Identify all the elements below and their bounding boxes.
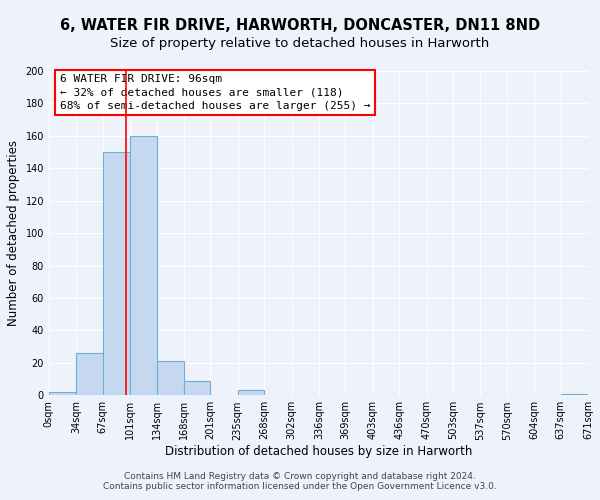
Bar — [238, 390, 264, 396]
Bar — [103, 152, 130, 396]
Text: Contains HM Land Registry data © Crown copyright and database right 2024.: Contains HM Land Registry data © Crown c… — [124, 472, 476, 481]
Bar — [561, 394, 588, 396]
Text: Contains public sector information licensed under the Open Government Licence v3: Contains public sector information licen… — [103, 482, 497, 491]
X-axis label: Distribution of detached houses by size in Harworth: Distribution of detached houses by size … — [165, 445, 472, 458]
Bar — [49, 392, 76, 396]
Text: Size of property relative to detached houses in Harworth: Size of property relative to detached ho… — [110, 38, 490, 51]
Bar — [184, 380, 211, 396]
Bar — [76, 353, 103, 396]
Text: 6, WATER FIR DRIVE, HARWORTH, DONCASTER, DN11 8ND: 6, WATER FIR DRIVE, HARWORTH, DONCASTER,… — [60, 18, 540, 32]
Text: 6 WATER FIR DRIVE: 96sqm
← 32% of detached houses are smaller (118)
68% of semi-: 6 WATER FIR DRIVE: 96sqm ← 32% of detach… — [59, 74, 370, 110]
Y-axis label: Number of detached properties: Number of detached properties — [7, 140, 20, 326]
Bar — [157, 361, 184, 396]
Bar — [130, 136, 157, 396]
